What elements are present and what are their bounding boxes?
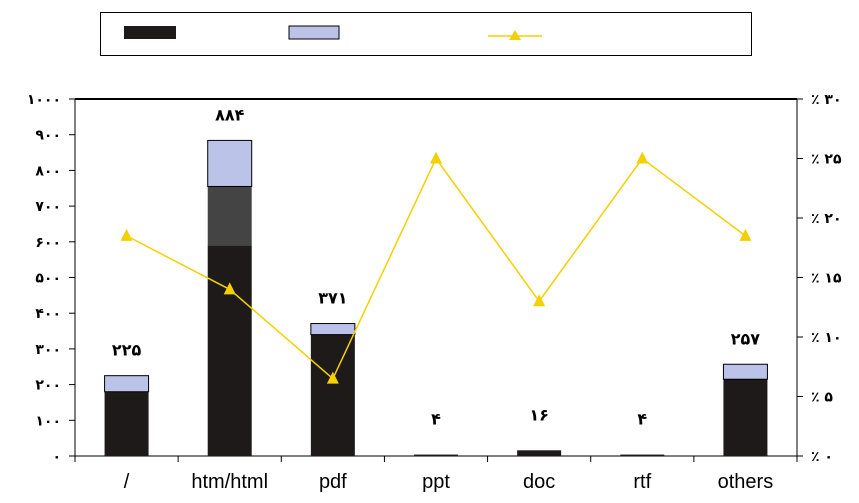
- left-tick-label: ۳۰۰: [35, 342, 61, 358]
- bar-segment: [310, 323, 356, 336]
- line-point: [533, 294, 546, 307]
- legend-line-marker: [509, 30, 521, 40]
- left-tick-label: ۴۰۰: [35, 306, 61, 322]
- bar-segment: [517, 450, 562, 456]
- axes: ۰ ۱۰۰ ۲۰۰ ۳۰۰ ۴۰۰ ۵۰۰ ۶۰۰ ۷۰۰ ۸۰۰ ۹۰۰ ۱۰۰۰ ٪ ۰ ٪ ۵ ٪ …: [27, 92, 842, 493]
- right-tick-label: ٪ ۳۰: [811, 92, 842, 108]
- right-tick-label: ٪ ۱۵: [811, 271, 842, 287]
- legend: [100, 12, 752, 56]
- legend-swatch-light: [288, 25, 340, 40]
- left-tick-label: ۸۰۰: [35, 163, 61, 179]
- legend-swatch-dark: [124, 26, 176, 39]
- bar-segment: [207, 245, 252, 456]
- line-series: [120, 151, 752, 384]
- x-tick-label: /: [124, 471, 130, 493]
- line-point: [739, 228, 752, 241]
- x-tick-label: pdf: [319, 471, 347, 493]
- right-tick-label: ٪ ۲۰: [811, 211, 842, 227]
- line-point: [120, 228, 133, 241]
- data-label: ۸۸۴: [215, 105, 245, 124]
- bar-segment: [620, 454, 665, 456]
- right-tick-label: ٪ ۱۰: [811, 330, 842, 346]
- bar-segment: [104, 391, 149, 456]
- left-tick-label: ۲۰۰: [35, 378, 61, 394]
- bar-segment: [310, 334, 355, 456]
- line-point: [636, 151, 649, 164]
- left-tick-label: ۶۰۰: [35, 235, 61, 251]
- left-tick-label: ۱۰۰: [35, 413, 61, 429]
- right-tick-label: ٪ ۲۵: [811, 152, 842, 168]
- bar-segment: [104, 375, 150, 393]
- x-tick-label: ppt: [422, 471, 450, 493]
- line-point: [223, 282, 236, 295]
- data-label: ۴: [637, 410, 647, 429]
- left-tick-label: ۵۰۰: [35, 271, 61, 287]
- line-point: [430, 151, 442, 164]
- x-tick-label: others: [718, 471, 774, 493]
- line-point: [326, 371, 339, 384]
- legend-items: [124, 25, 542, 40]
- bar-segment: [207, 139, 253, 187]
- bar-segment: [723, 379, 768, 456]
- left-tick-label: ۹۰۰: [35, 128, 61, 144]
- bar-segment: [414, 454, 458, 456]
- x-tick-label: doc: [523, 471, 555, 493]
- left-tick-label: ۰: [52, 449, 61, 465]
- labels: ۲۲۵ ۸۸۴ ۳۷۱ ۴ ۱۶ ۴ ۲۵۷: [112, 105, 760, 428]
- data-label: ۲۲۵: [112, 341, 142, 360]
- bar-segment: [722, 363, 768, 380]
- data-label: ۳۷۱: [318, 289, 347, 308]
- right-tick-label: ٪ ۰: [811, 449, 833, 465]
- right-tick-label: ٪ ۵: [811, 390, 833, 406]
- bar-segment: [207, 186, 252, 246]
- x-tick-label: rtf: [633, 471, 651, 493]
- x-tick-label: htm/html: [191, 471, 268, 493]
- left-tick-label: ۷۰۰: [35, 199, 61, 215]
- data-label: ۴: [431, 410, 441, 429]
- data-label: ۱۶: [529, 405, 549, 424]
- left-tick-label: ۱۰۰۰: [27, 92, 61, 108]
- bars: [104, 139, 768, 456]
- data-label: ۲۵۷: [731, 329, 761, 348]
